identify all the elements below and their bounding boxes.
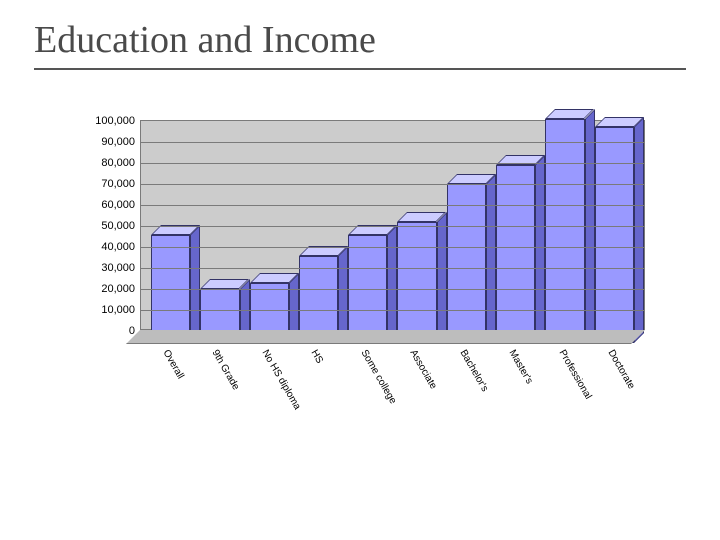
chart-y-tick: 50,000: [101, 220, 141, 232]
slide: Education and Income 010,00020,00030,000…: [0, 0, 720, 540]
chart-bar-front: [397, 222, 436, 343]
income-chart: 010,00020,00030,00040,00050,00060,00070,…: [80, 120, 650, 440]
chart-x-label-slot: Bachelor's: [447, 348, 487, 438]
chart-x-label: Some college: [358, 348, 398, 406]
chart-bar-side: [437, 212, 447, 343]
title-block: Education and Income: [0, 0, 720, 70]
chart-y-tick: 20,000: [101, 283, 141, 295]
chart-gridline: [141, 289, 644, 290]
chart-bar-side: [387, 225, 397, 344]
chart-y-tick: 70,000: [101, 178, 141, 190]
chart-x-label-slot: Associate: [398, 348, 438, 438]
chart-x-label-slot: Master's: [497, 348, 537, 438]
chart-y-tick: 40,000: [101, 241, 141, 253]
chart-bar-front: [447, 184, 486, 343]
chart-bar-side: [486, 174, 496, 343]
chart-gridline: [141, 310, 644, 311]
chart-y-tick: 80,000: [101, 157, 141, 169]
chart-gridline: [141, 247, 644, 248]
chart-x-label-slot: Doctorate: [596, 348, 636, 438]
chart-y-tick: 90,000: [101, 136, 141, 148]
title-underline: [34, 68, 686, 70]
chart-bar-front: [496, 165, 535, 343]
chart-x-label: Associate: [408, 348, 439, 391]
chart-bar: [397, 222, 436, 343]
slide-title: Education and Income: [34, 18, 686, 62]
chart-x-label: Master's: [507, 348, 535, 386]
chart-gridline: [141, 205, 644, 206]
chart-y-tick: 100,000: [95, 115, 141, 127]
chart-x-label: 9th Grade: [210, 348, 242, 392]
chart-gridline: [141, 163, 644, 164]
chart-y-tick: 10,000: [101, 304, 141, 316]
chart-bar: [447, 184, 486, 343]
chart-plot-area: 010,00020,00030,00040,00050,00060,00070,…: [140, 120, 645, 330]
chart-y-tick: 60,000: [101, 199, 141, 211]
chart-x-label-slot: Some college: [348, 348, 388, 438]
chart-x-label: Doctorate: [606, 348, 637, 391]
chart-y-tick: 30,000: [101, 262, 141, 274]
chart-bar-side: [190, 225, 200, 344]
chart-floor: [126, 330, 645, 344]
chart-x-labels: Overall9th GradeNo HS diplomaHSSome coll…: [140, 348, 645, 438]
chart-x-label: No HS diploma: [259, 348, 302, 412]
chart-bar-side: [338, 246, 348, 344]
chart-x-label-slot: Overall: [150, 348, 190, 438]
chart-x-label-slot: 9th Grade: [200, 348, 240, 438]
chart-x-label: HS: [309, 348, 325, 366]
chart-bar: [496, 165, 535, 343]
chart-x-label: Overall: [160, 348, 185, 381]
chart-gridline: [141, 268, 644, 269]
chart-gridline: [141, 142, 644, 143]
chart-x-label-slot: No HS diploma: [249, 348, 289, 438]
chart-x-label-slot: Professional: [546, 348, 586, 438]
chart-x-label: Professional: [556, 348, 593, 401]
chart-gridline: [141, 184, 644, 185]
chart-x-label-slot: HS: [299, 348, 339, 438]
chart-x-label: Bachelor's: [457, 348, 490, 394]
chart-gridline: [141, 226, 644, 227]
